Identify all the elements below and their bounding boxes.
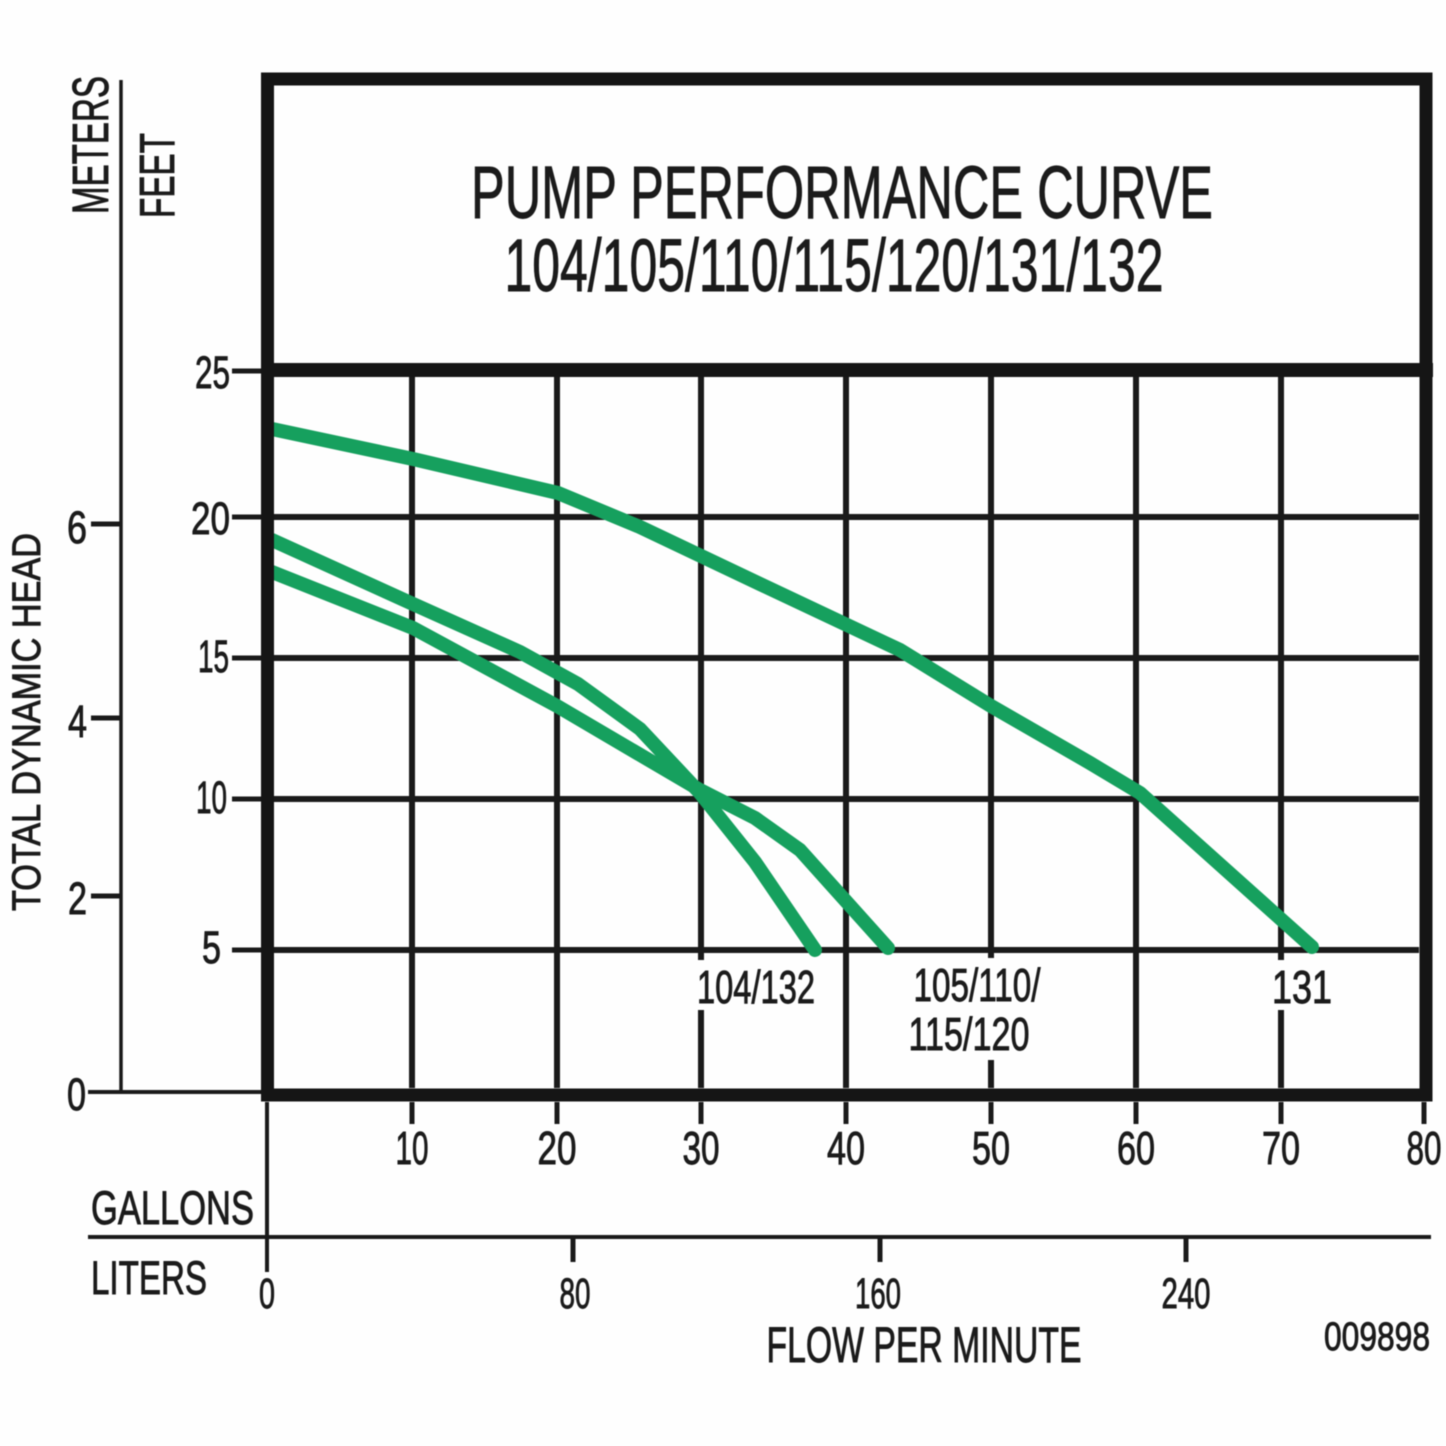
svg-text:5: 5 <box>202 922 221 973</box>
svg-text:80: 80 <box>560 1270 591 1318</box>
svg-text:2: 2 <box>68 873 87 924</box>
svg-text:60: 60 <box>1117 1122 1155 1174</box>
svg-text:115/120: 115/120 <box>909 1008 1030 1060</box>
svg-text:105/110/: 105/110/ <box>914 959 1041 1011</box>
svg-text:PUMP PERFORMANCE CURVE: PUMP PERFORMANCE CURVE <box>471 151 1213 234</box>
svg-text:GALLONS: GALLONS <box>91 1181 254 1234</box>
svg-text:TOTAL DYNAMIC HEAD: TOTAL DYNAMIC HEAD <box>5 533 49 911</box>
svg-text:6: 6 <box>67 502 87 553</box>
svg-text:LITERS: LITERS <box>91 1251 207 1304</box>
svg-text:20: 20 <box>191 493 230 544</box>
svg-text:15: 15 <box>198 631 229 682</box>
svg-text:METERS: METERS <box>62 76 119 214</box>
svg-text:009898: 009898 <box>1324 1315 1430 1359</box>
svg-text:30: 30 <box>683 1122 720 1174</box>
svg-text:FLOW PER MINUTE: FLOW PER MINUTE <box>767 1317 1082 1373</box>
svg-text:20: 20 <box>538 1122 577 1174</box>
svg-text:10: 10 <box>396 1122 429 1174</box>
svg-text:70: 70 <box>1262 1122 1300 1174</box>
svg-text:104/105/110/115/120/131/132: 104/105/110/115/120/131/132 <box>505 224 1164 307</box>
svg-text:160: 160 <box>855 1270 901 1318</box>
svg-text:240: 240 <box>1162 1270 1211 1318</box>
svg-text:FEET: FEET <box>131 133 185 218</box>
svg-text:80: 80 <box>1407 1122 1442 1174</box>
svg-text:40: 40 <box>827 1122 865 1174</box>
svg-text:104/132: 104/132 <box>697 961 815 1013</box>
svg-text:50: 50 <box>972 1122 1010 1174</box>
svg-text:0: 0 <box>67 1069 86 1120</box>
svg-text:10: 10 <box>196 772 227 823</box>
svg-text:25: 25 <box>195 347 230 398</box>
svg-text:0: 0 <box>259 1270 275 1318</box>
svg-text:131: 131 <box>1272 961 1332 1013</box>
svg-text:4: 4 <box>68 696 87 747</box>
